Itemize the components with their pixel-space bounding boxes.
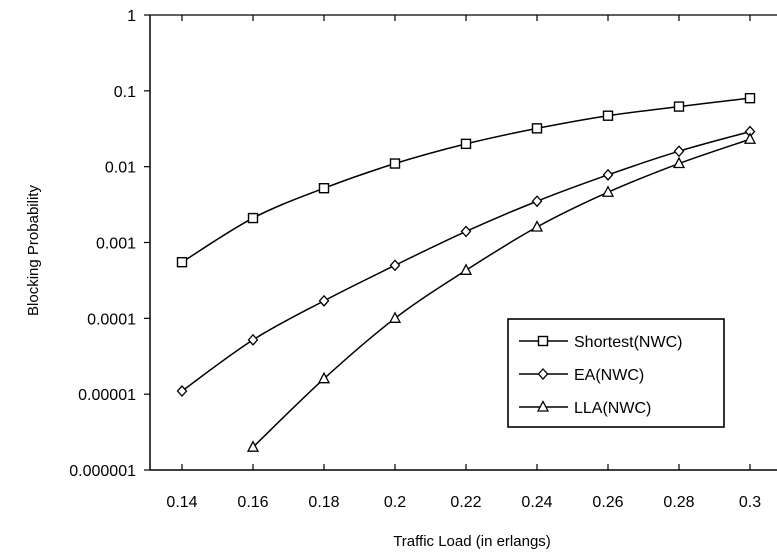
- y-tick-label: 0.01: [105, 160, 136, 177]
- series-line: [252, 138, 751, 448]
- data-point: [247, 212, 259, 224]
- x-tick-label: 0.24: [521, 494, 552, 511]
- data-point: [744, 92, 756, 104]
- legend-label: EA(NWC): [574, 367, 644, 384]
- legend-marker: [537, 335, 549, 347]
- data-point: [247, 333, 259, 346]
- legend-label: Shortest(NWC): [574, 334, 682, 351]
- series-line: [181, 97, 751, 263]
- legend-label: LLA(NWC): [574, 400, 651, 417]
- y-tick-label: 0.0001: [87, 311, 136, 328]
- legend: Shortest(NWC) EA(NWC) LLA(NWC): [507, 318, 725, 428]
- data-point: [602, 168, 614, 181]
- data-point: [531, 195, 543, 208]
- y-axis-title: Blocking Probability: [25, 185, 42, 316]
- data-point: [743, 132, 757, 144]
- y-tick-label: 0.00001: [78, 387, 136, 404]
- data-point: [389, 158, 401, 169]
- series-square: [176, 92, 756, 268]
- series-triangle: [246, 132, 757, 452]
- series-diamond: [176, 125, 756, 397]
- data-point: [318, 183, 330, 194]
- data-point: [673, 145, 685, 158]
- data-point: [317, 371, 331, 384]
- x-tick-label: 0.2: [384, 494, 406, 511]
- data-point: [602, 110, 614, 121]
- data-point: [459, 263, 473, 275]
- data-point: [672, 156, 686, 169]
- data-point: [601, 185, 615, 197]
- series-layer: [176, 92, 757, 452]
- data-point: [246, 440, 260, 452]
- data-point: [460, 225, 472, 238]
- y-tick-label: 0.000001: [69, 463, 136, 480]
- legend-marker: [537, 368, 549, 380]
- x-tick-label: 0.22: [450, 494, 481, 511]
- axes: 0.000001 0.00001 0.0001 0.001 0.01 0.1 1 0.14 0.…: [69, 8, 777, 511]
- y-tick-label: 1: [127, 8, 136, 25]
- data-point: [531, 123, 543, 134]
- data-point: [530, 220, 544, 232]
- data-point: [176, 385, 188, 397]
- legend-marker: [536, 400, 550, 412]
- data-point: [389, 259, 401, 272]
- x-tick-label: 0.14: [166, 494, 197, 511]
- x-axis-title: Traffic Load (in erlangs): [393, 533, 551, 550]
- data-point: [673, 101, 685, 112]
- x-tick-label: 0.26: [592, 494, 623, 511]
- legend-item: LLA(NWC): [519, 400, 651, 417]
- legend-item: EA(NWC): [519, 367, 644, 384]
- y-tick-label: 0.1: [114, 84, 136, 101]
- x-tick-label: 0.28: [663, 494, 694, 511]
- x-tick-label: 0.16: [237, 494, 268, 511]
- data-point: [318, 294, 330, 307]
- data-point: [388, 311, 402, 323]
- x-tick-label: 0.18: [308, 494, 339, 511]
- data-point: [460, 138, 472, 150]
- y-tick-label: 0.001: [96, 236, 136, 253]
- data-point: [176, 256, 188, 268]
- legend-item: Shortest(NWC): [519, 334, 682, 351]
- x-tick-label: 0.3: [739, 494, 761, 511]
